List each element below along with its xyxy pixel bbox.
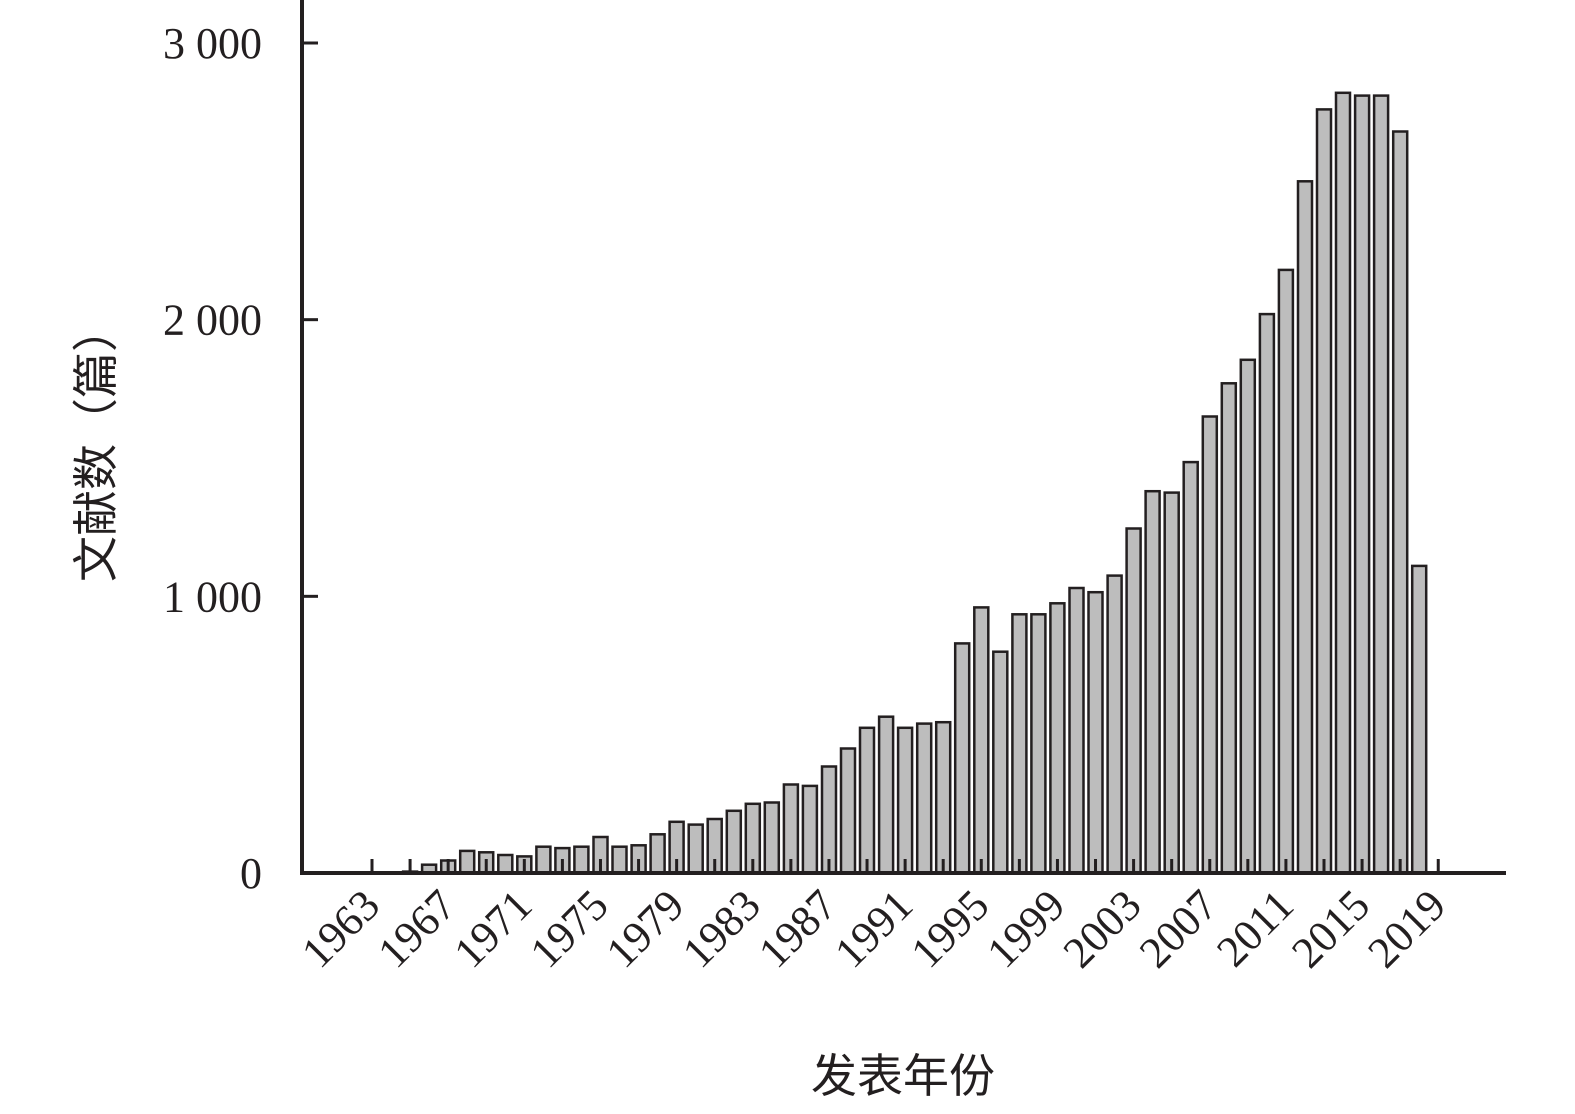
bar-1982 <box>725 809 743 875</box>
bar-1996 <box>992 650 1009 875</box>
x-tick-label: 1983 <box>673 880 770 977</box>
y-tick-label: 0 <box>240 849 262 898</box>
bar-1978 <box>649 833 666 875</box>
bar-1980 <box>687 823 704 875</box>
y-tick-label: 2 000 <box>163 296 262 345</box>
x-tick-labels-group: 1963196719711975197919831987199119951999… <box>292 880 1455 977</box>
bar-2016 <box>1372 94 1390 875</box>
x-axis-title: 发表年份 <box>811 1049 995 1103</box>
bar-2013 <box>1315 108 1333 875</box>
bar-1974 <box>573 845 590 875</box>
bar-2008 <box>1220 382 1238 875</box>
x-tick-label: 1995 <box>901 880 998 977</box>
x-tick-label: 1999 <box>978 880 1075 977</box>
bar-2001 <box>1087 590 1104 875</box>
bar-1984 <box>763 801 781 875</box>
bar-1987 <box>820 765 838 875</box>
bar-2002 <box>1106 574 1123 875</box>
bar-1988 <box>839 747 857 875</box>
bar-2012 <box>1296 180 1314 875</box>
x-tick-label: 1975 <box>521 880 618 977</box>
bar-1989 <box>858 726 876 875</box>
bar-2003 <box>1125 527 1142 875</box>
x-tick-label: 1991 <box>825 880 922 977</box>
bar-1995 <box>973 606 990 875</box>
x-tick-label: 1971 <box>444 880 541 977</box>
y-axis-title: 文献数（篇） <box>69 306 123 582</box>
bar-2006 <box>1182 460 1199 875</box>
x-tick-label: 2011 <box>1207 880 1303 976</box>
bar-1994 <box>953 642 971 875</box>
bar-2000 <box>1068 586 1085 875</box>
bar-2004 <box>1144 489 1161 875</box>
bar-2014 <box>1334 91 1352 875</box>
y-tick-label: 3 000 <box>163 19 262 68</box>
bar-1993 <box>934 720 952 875</box>
x-tick-label: 1987 <box>749 880 846 977</box>
bar-1998 <box>1030 613 1047 875</box>
bar-2010 <box>1258 312 1276 875</box>
x-tick-label: 1967 <box>368 880 465 977</box>
bar-2011 <box>1277 268 1295 875</box>
bar-1992 <box>915 722 933 875</box>
x-tick-label: 2015 <box>1282 880 1379 977</box>
x-tick-label: 2019 <box>1358 880 1455 977</box>
x-tick-label: 2003 <box>1054 880 1151 977</box>
bar-2017 <box>1391 130 1409 875</box>
bar-2007 <box>1201 415 1219 875</box>
bar-1976 <box>611 845 628 875</box>
bar-1968 <box>458 849 476 875</box>
x-tick-label: 1963 <box>292 880 389 977</box>
bar-2009 <box>1239 358 1257 875</box>
bar-2018 <box>1410 564 1428 875</box>
bar-1970 <box>497 853 514 875</box>
bar-1986 <box>801 784 819 875</box>
bar-1972 <box>535 845 552 875</box>
x-tick-label: 1979 <box>597 880 694 977</box>
bar-2015 <box>1353 94 1371 875</box>
x-minor-ticks <box>370 859 1440 873</box>
bar-1990 <box>877 715 895 875</box>
y-tick-label: 1 000 <box>163 572 262 621</box>
bar-2005 <box>1163 491 1180 875</box>
bars-group <box>401 91 1428 875</box>
y-ticks-group: 0 1 000 2 000 3 000 <box>163 19 318 898</box>
bar-1997 <box>1011 613 1028 875</box>
bar-1999 <box>1049 602 1066 875</box>
bar-1991 <box>896 726 914 875</box>
x-tick-label: 2007 <box>1130 880 1227 977</box>
